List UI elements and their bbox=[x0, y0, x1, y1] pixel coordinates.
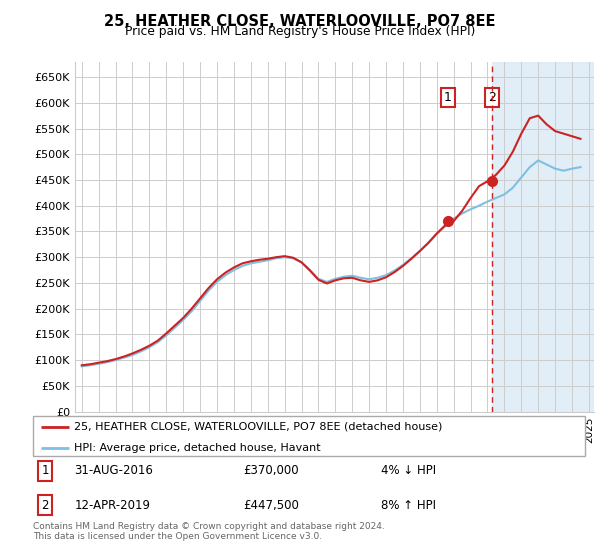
FancyBboxPatch shape bbox=[33, 416, 585, 456]
Text: 31-AUG-2016: 31-AUG-2016 bbox=[74, 464, 153, 478]
Text: 1: 1 bbox=[41, 464, 49, 478]
Text: 4% ↓ HPI: 4% ↓ HPI bbox=[381, 464, 436, 478]
Text: Contains HM Land Registry data © Crown copyright and database right 2024.
This d: Contains HM Land Registry data © Crown c… bbox=[33, 522, 385, 542]
Text: 25, HEATHER CLOSE, WATERLOOVILLE, PO7 8EE (detached house): 25, HEATHER CLOSE, WATERLOOVILLE, PO7 8E… bbox=[74, 422, 443, 432]
Text: 2: 2 bbox=[41, 498, 49, 512]
Bar bbox=[492, 62, 594, 412]
Text: 2: 2 bbox=[488, 91, 496, 104]
Text: 25, HEATHER CLOSE, WATERLOOVILLE, PO7 8EE: 25, HEATHER CLOSE, WATERLOOVILLE, PO7 8E… bbox=[104, 14, 496, 29]
Text: 8% ↑ HPI: 8% ↑ HPI bbox=[381, 498, 436, 512]
Text: £447,500: £447,500 bbox=[243, 498, 299, 512]
Text: 1: 1 bbox=[444, 91, 452, 104]
Text: HPI: Average price, detached house, Havant: HPI: Average price, detached house, Hava… bbox=[74, 442, 321, 452]
Text: 12-APR-2019: 12-APR-2019 bbox=[74, 498, 151, 512]
Text: £370,000: £370,000 bbox=[243, 464, 298, 478]
Text: Price paid vs. HM Land Registry's House Price Index (HPI): Price paid vs. HM Land Registry's House … bbox=[125, 25, 475, 38]
